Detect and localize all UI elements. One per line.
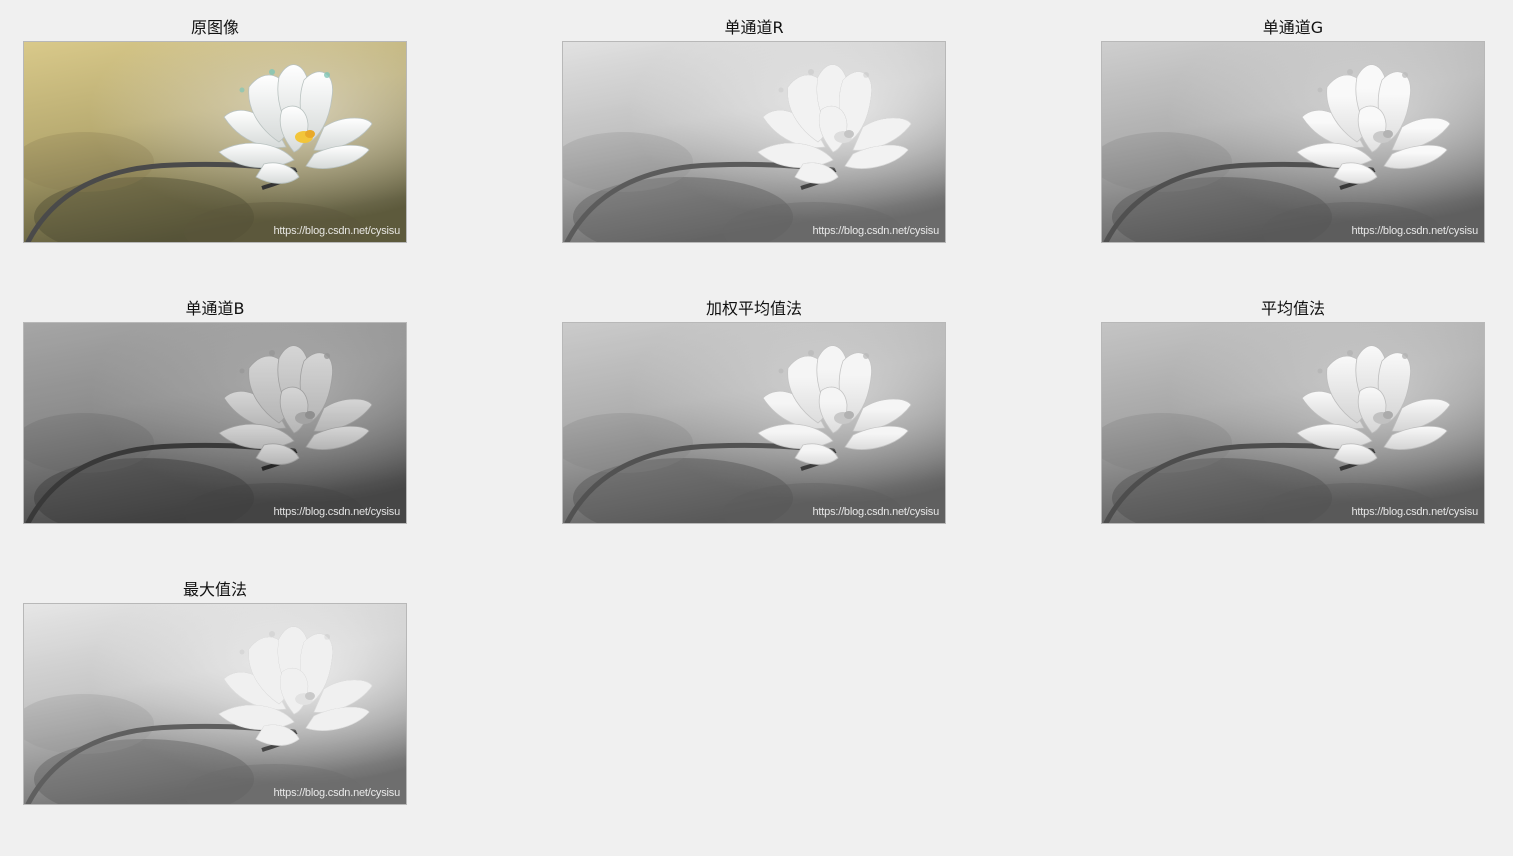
panel-title: 单通道R [724, 18, 784, 37]
panel-maximum: 最大值法 https://blog.csdn.net/cysisu [23, 576, 407, 805]
panel-title: 最大值法 [182, 580, 247, 599]
lotus-image [24, 604, 406, 804]
weighted-average-image: https://blog.csdn.net/cysisu [562, 322, 946, 524]
image-watermark: https://blog.csdn.net/cysisu [273, 225, 401, 237]
lotus-image [563, 42, 945, 242]
image-watermark: https://blog.csdn.net/cysisu [812, 506, 940, 518]
image-watermark: https://blog.csdn.net/cysisu [1351, 225, 1479, 237]
lotus-image [24, 323, 406, 523]
lotus-image [24, 42, 406, 242]
panel-title: 平均值法 [1260, 299, 1325, 318]
image-watermark: https://blog.csdn.net/cysisu [273, 506, 401, 518]
panel-channel-r: 单通道R https://blog.csdn.net/cysisu [562, 14, 946, 243]
channel-g-image: https://blog.csdn.net/cysisu [1101, 41, 1485, 243]
average-image: https://blog.csdn.net/cysisu [1101, 322, 1485, 524]
maximum-image: https://blog.csdn.net/cysisu [23, 603, 407, 805]
lotus-image [1102, 42, 1484, 242]
panel-title: 单通道G [1262, 18, 1324, 37]
image-watermark: https://blog.csdn.net/cysisu [1351, 506, 1479, 518]
panel-original: 原图像 https://blog.csdn.net/cysisu [23, 14, 407, 243]
panel-title: 加权平均值法 [705, 299, 802, 318]
panel-title: 单通道B [185, 299, 245, 318]
panel-channel-b: 单通道B https://blog.csdn.net/cysisu [23, 295, 407, 524]
lotus-image [563, 323, 945, 523]
channel-r-image: https://blog.csdn.net/cysisu [562, 41, 946, 243]
panel-title: 原图像 [190, 18, 239, 37]
panel-weighted-average: 加权平均值法 https://blog.csdn.net/cysisu [562, 295, 946, 524]
channel-b-image: https://blog.csdn.net/cysisu [23, 322, 407, 524]
panel-channel-g: 单通道G https://blog.csdn.net/cysisu [1101, 14, 1485, 243]
image-watermark: https://blog.csdn.net/cysisu [273, 787, 401, 799]
lotus-image [1102, 323, 1484, 523]
panel-average: 平均值法 https://blog.csdn.net/cysisu [1101, 295, 1485, 524]
original-image: https://blog.csdn.net/cysisu [23, 41, 407, 243]
image-watermark: https://blog.csdn.net/cysisu [812, 225, 940, 237]
